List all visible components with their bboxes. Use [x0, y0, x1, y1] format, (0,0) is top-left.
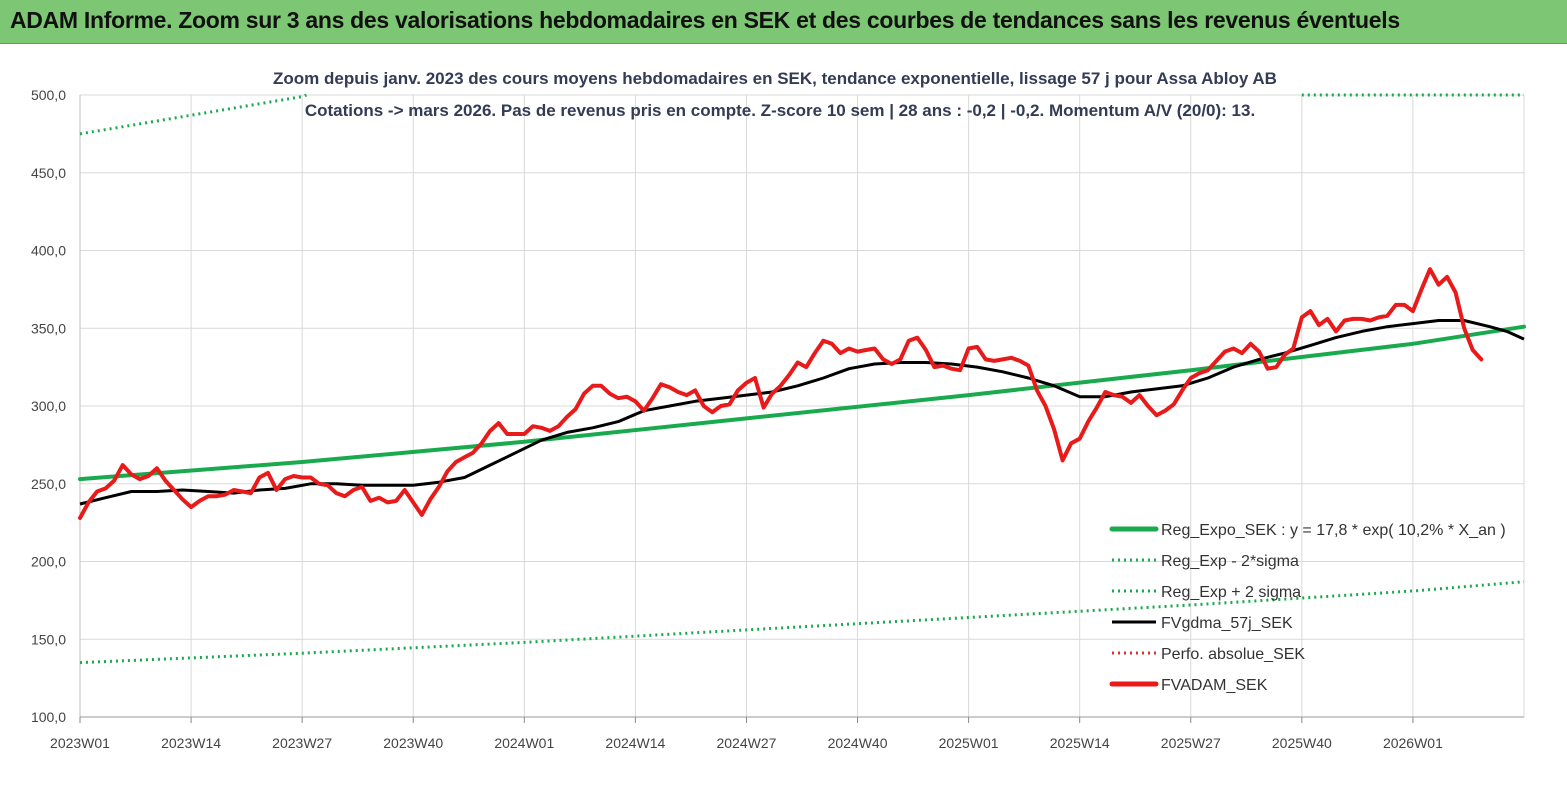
x-tick-label: 2023W40 [383, 735, 443, 751]
x-tick-label: 2023W27 [272, 735, 332, 751]
grid [80, 94, 1525, 717]
chart-subtitle: Cotations -> mars 2026. Pas de revenus p… [305, 101, 1255, 120]
x-tick-label: 2024W14 [605, 735, 665, 751]
x-tick-label: 2025W40 [1272, 735, 1332, 751]
x-tick-label: 2023W14 [161, 735, 221, 751]
chart-background [0, 44, 1567, 792]
y-tick-label: 500,0 [31, 87, 66, 103]
series-group [78, 93, 1526, 665]
x-tick-label: 2024W40 [828, 735, 888, 751]
x-tick-label: 2024W01 [494, 735, 554, 751]
x-tick-label: 2023W01 [50, 735, 110, 751]
y-tick-label: 200,0 [31, 554, 66, 570]
x-tick-label: 2025W14 [1050, 735, 1110, 751]
x-tick-label: 2025W27 [1161, 735, 1221, 751]
x-tick-label: 2026W01 [1383, 735, 1443, 751]
legend: Reg_Expo_SEK : y = 17,8 * exp( 10,2% * X… [1109, 522, 1506, 694]
x-tick-label: 2024W27 [716, 735, 776, 751]
y-tick-label: 100,0 [31, 709, 66, 725]
x-tick-label: 2025W01 [939, 735, 999, 751]
y-tick-label: 350,0 [31, 320, 66, 336]
y-tick-label: 400,0 [31, 243, 66, 259]
legend-label: Reg_Exp - 2*sigma [1161, 553, 1299, 570]
y-tick-label: 150,0 [31, 631, 66, 647]
y-tick-label: 300,0 [31, 398, 66, 414]
axes: 100,0 150,0 200,0 250,0 300,0 350,0 400,0 450,0… [31, 87, 1524, 751]
legend-label: Reg_Expo_SEK : y = 17,8 * exp( 10,2% * X… [1161, 522, 1506, 539]
legend-label: Perfo. absolue_SEK [1161, 646, 1305, 663]
legend-label: FVgdma_57j_SEK [1161, 615, 1293, 632]
series-line-fvadam-sek [78, 267, 1484, 520]
series-line-reg-exp-2-sigma [79, 580, 1525, 665]
legend-label: FVADAM_SEK [1161, 677, 1268, 694]
y-tick-label: 250,0 [31, 476, 66, 492]
chart-title: Zoom depuis janv. 2023 des cours moyens … [273, 69, 1277, 88]
page-title: ADAM Informe. Zoom sur 3 ans des valoris… [10, 7, 1400, 33]
title-banner: ADAM Informe. Zoom sur 3 ans des valoris… [0, 0, 1567, 44]
y-tick-label: 450,0 [31, 165, 66, 181]
series-line-reg-expo-sek-y-17-8-exp- [78, 324, 1526, 482]
chart-area: 100,0 150,0 200,0 250,0 300,0 350,0 400,0 450,0… [0, 44, 1567, 792]
series-line-reg-exp-2-sigma [79, 93, 307, 136]
legend-label: Reg_Exp + 2 sigma [1161, 584, 1301, 601]
